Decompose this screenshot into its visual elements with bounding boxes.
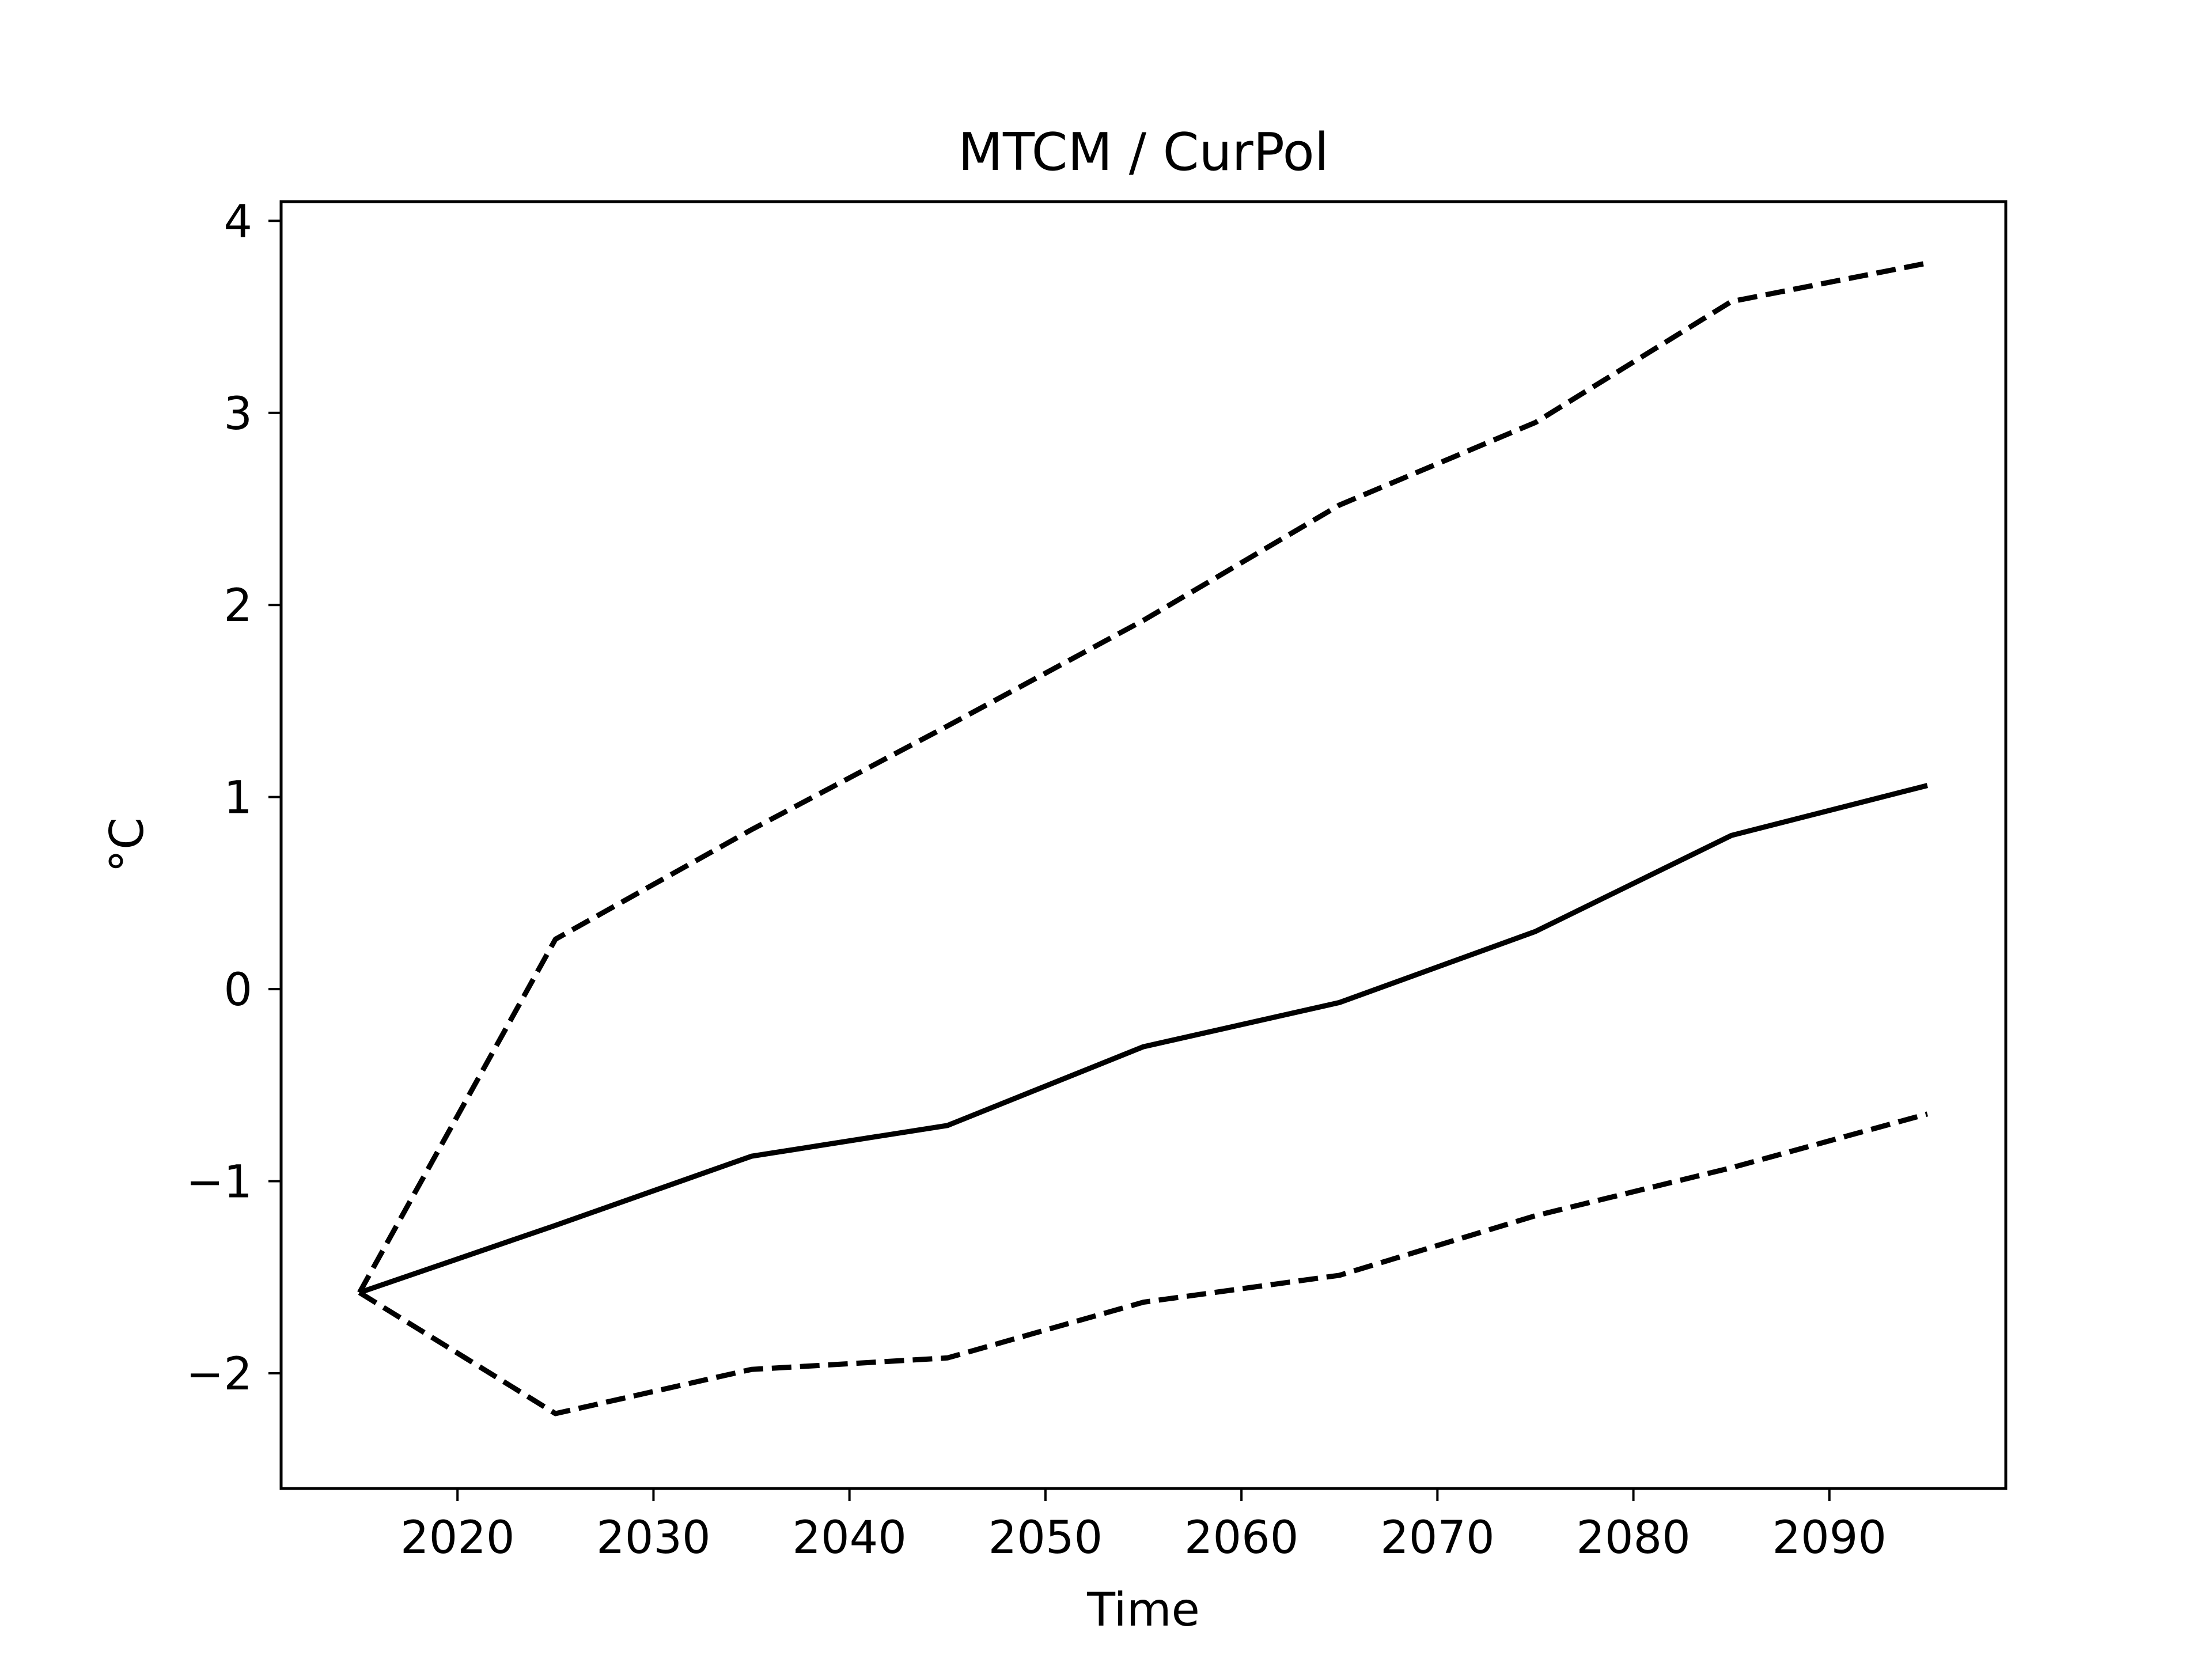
x-tick-label: 2060 xyxy=(1184,1512,1299,1564)
y-tick-label: −2 xyxy=(186,1349,252,1400)
y-axis-label: °C xyxy=(100,817,154,873)
series-line-0 xyxy=(358,783,1929,1296)
x-tick-label: 2030 xyxy=(596,1512,711,1564)
y-tick-label: 3 xyxy=(224,388,252,440)
plot-frame xyxy=(279,200,2008,1490)
x-tick-label: 2080 xyxy=(1576,1512,1691,1564)
y-tick-label: −1 xyxy=(186,1157,252,1209)
x-tick-label: 2090 xyxy=(1772,1512,1887,1564)
x-tick-label: 2070 xyxy=(1380,1512,1495,1564)
y-tick-label: 1 xyxy=(224,772,252,824)
y-tick-label: 4 xyxy=(224,196,252,248)
x-axis-label: Time xyxy=(1086,1583,1200,1637)
x-axis: 2020 2030 2040 2050 2060 2070 2080 2090 xyxy=(400,1488,1887,1564)
chart-title: MTCM / CurPol xyxy=(958,122,1328,183)
series-line-2 xyxy=(358,1111,1929,1416)
x-tick-label: 2050 xyxy=(988,1512,1103,1564)
x-tick-label: 2040 xyxy=(792,1512,907,1564)
y-tick-label: 2 xyxy=(224,580,252,632)
x-tick-label: 2020 xyxy=(400,1512,515,1564)
y-tick-label: 0 xyxy=(224,964,252,1016)
series-line-1 xyxy=(357,260,1928,1294)
y-axis: −2 −1 0 1 2 3 4 xyxy=(186,196,281,1400)
series-layer xyxy=(357,260,1929,1416)
